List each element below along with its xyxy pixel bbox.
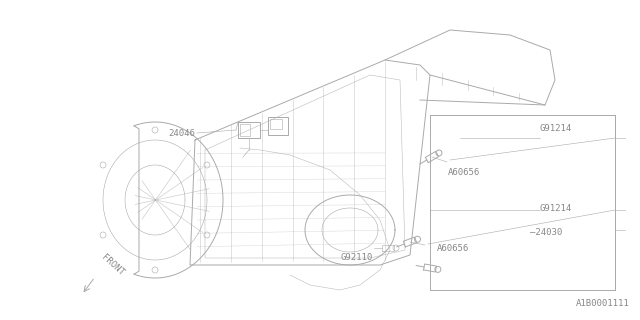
Bar [268,117,288,135]
Text: 24046: 24046 [168,129,195,138]
Bar [240,124,250,136]
Text: A1B0001111: A1B0001111 [576,299,630,308]
Text: G91214: G91214 [540,124,572,132]
Text: A60656: A60656 [448,167,480,177]
Text: —24030: —24030 [530,228,563,236]
Text: G92110: G92110 [340,253,372,262]
Text: G91214: G91214 [540,204,572,212]
Bar [270,119,282,129]
Text: FRONT: FRONT [100,253,126,277]
Bar [238,122,260,138]
Text: A60656: A60656 [437,244,469,252]
